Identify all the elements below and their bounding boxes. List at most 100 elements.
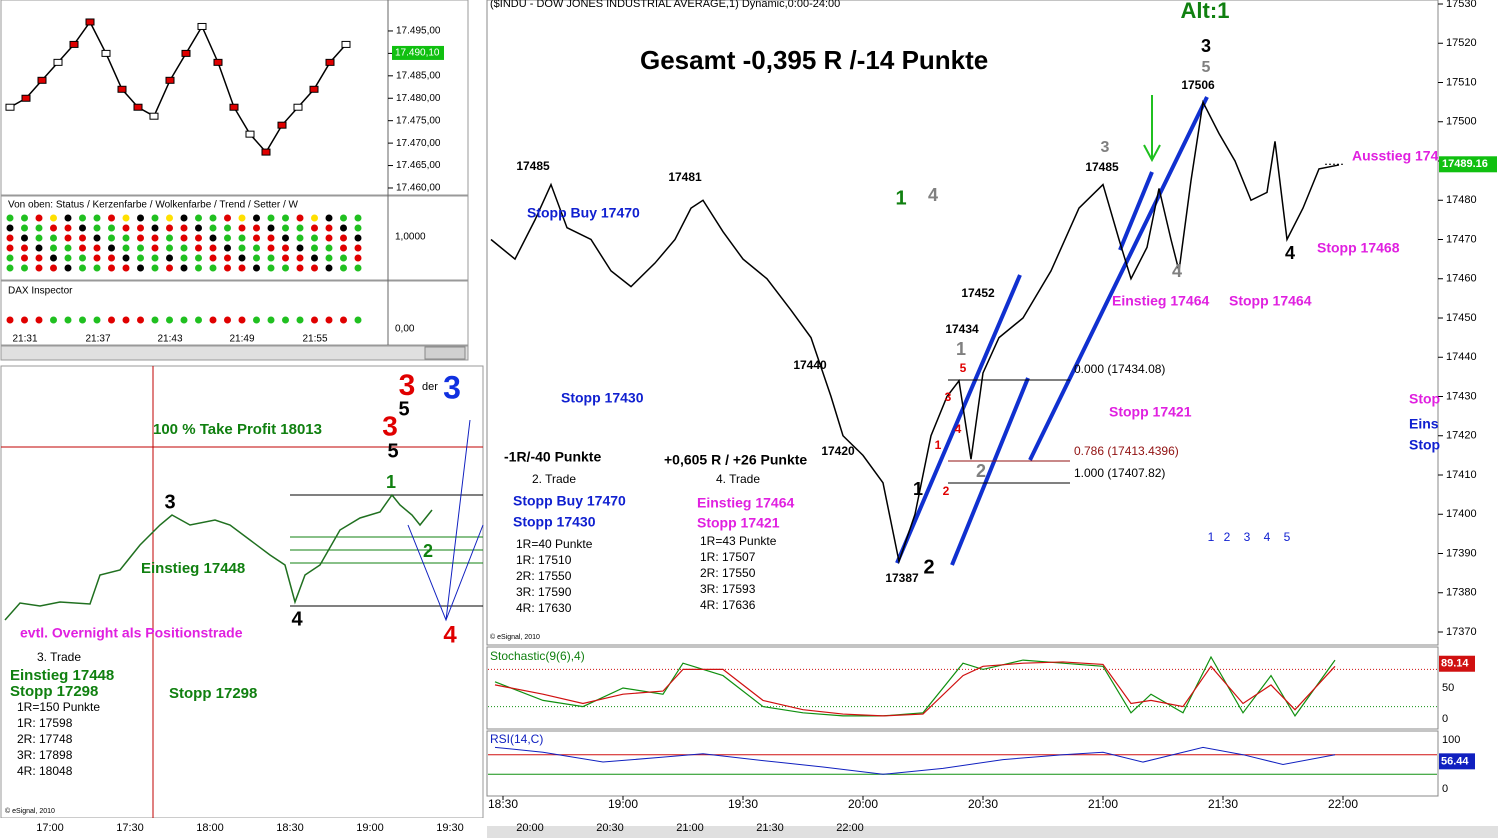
annotation: 3 bbox=[945, 390, 952, 404]
status-dot bbox=[253, 234, 260, 242]
status-dot bbox=[224, 244, 231, 252]
candle bbox=[213, 58, 223, 66]
candle bbox=[181, 49, 191, 57]
annotation: 2 bbox=[1224, 530, 1231, 544]
rsi-line bbox=[494, 746, 1336, 775]
status-dot bbox=[93, 224, 101, 232]
status-dot bbox=[311, 234, 318, 242]
status-dot bbox=[209, 244, 217, 252]
channel-line bbox=[895, 274, 1022, 564]
annotation: 2R: 17748 bbox=[17, 732, 73, 746]
status-dot bbox=[6, 244, 14, 252]
status-dot bbox=[238, 254, 246, 262]
status-dot bbox=[209, 224, 217, 232]
stochastic-line bbox=[494, 655, 1336, 717]
candle bbox=[293, 103, 303, 111]
panel-title: DAX Inspector bbox=[8, 286, 73, 297]
indicator-title: RSI(14,C) bbox=[490, 732, 543, 746]
annotation: -1R/-40 Punkte bbox=[504, 449, 601, 465]
candle bbox=[341, 40, 351, 48]
status-dot bbox=[151, 264, 159, 272]
status-dot bbox=[50, 224, 57, 232]
candle bbox=[149, 112, 159, 120]
status-dot bbox=[137, 264, 144, 272]
y-tick-label: 17.475,00 bbox=[396, 115, 441, 126]
x-tick-label: 21:00 bbox=[676, 822, 704, 834]
annotation: Stop bbox=[1409, 437, 1440, 453]
y-tick-label: 17520 bbox=[1446, 37, 1477, 49]
annotation: 2 bbox=[923, 556, 934, 578]
status-dot bbox=[195, 264, 202, 272]
top-left-frame bbox=[0, 0, 469, 196]
y-tick-label: 17410 bbox=[1446, 469, 1477, 481]
annotation: Stopp 17421 bbox=[1109, 404, 1192, 420]
status-dot bbox=[282, 224, 289, 232]
status-dot bbox=[21, 214, 28, 222]
annotation: 1 bbox=[913, 479, 923, 499]
status-dot bbox=[35, 244, 43, 252]
x-tick-label: 21:31 bbox=[12, 334, 37, 345]
status-dot bbox=[50, 264, 57, 272]
scrollbar[interactable] bbox=[0, 345, 469, 361]
annotation: Stop bbox=[1409, 391, 1440, 407]
x-tick-label: 20:00 bbox=[848, 797, 878, 811]
annotation: 1R: 17507 bbox=[700, 550, 756, 564]
x-tick-label: 21:55 bbox=[302, 334, 327, 345]
channel-line bbox=[1028, 96, 1209, 461]
status-dot bbox=[340, 214, 347, 222]
candle bbox=[229, 103, 239, 111]
inspector-dot bbox=[79, 316, 86, 324]
annotation: 17506 bbox=[1181, 78, 1215, 92]
status-dot bbox=[108, 264, 115, 272]
x-tick-label: 22:00 bbox=[836, 822, 864, 834]
candle bbox=[197, 22, 207, 30]
annotation: 3 bbox=[382, 410, 398, 441]
status-dot bbox=[137, 244, 144, 252]
y-tick-label: 17380 bbox=[1446, 587, 1477, 599]
annotation: Alt:1 bbox=[1181, 0, 1230, 23]
panel-title: Von oben: Status / Kerzenfarbe / Wolkenf… bbox=[8, 200, 299, 211]
inspector-dot bbox=[296, 316, 304, 324]
status-dot bbox=[64, 214, 72, 222]
candle bbox=[309, 85, 319, 93]
status-dot bbox=[108, 234, 115, 242]
status-dot bbox=[340, 224, 347, 232]
status-dot bbox=[64, 244, 72, 252]
y-tick-label: 50 bbox=[1442, 682, 1454, 694]
x-tick-label: 19:30 bbox=[436, 822, 464, 834]
annotation: 1 bbox=[386, 472, 396, 492]
annotation: Einstieg 17464 bbox=[697, 495, 794, 511]
inspector-dot bbox=[354, 316, 362, 324]
status-dot bbox=[180, 254, 188, 262]
annotation: Ausstieg 174 bbox=[1352, 148, 1439, 164]
x-tick-label: 18:00 bbox=[196, 822, 224, 834]
annotation: 1.000 (17407.82) bbox=[1074, 466, 1165, 480]
annotation: 5 bbox=[387, 440, 398, 462]
inspector-dot bbox=[209, 316, 217, 324]
scroll-buttons[interactable] bbox=[424, 346, 466, 360]
copyright: © eSignal, 2010 bbox=[490, 633, 540, 641]
status-dot bbox=[354, 244, 362, 252]
status-dot bbox=[340, 264, 347, 272]
price-label: 17489.16 bbox=[1442, 158, 1488, 170]
status-dot bbox=[6, 224, 14, 232]
annotation: 1R=40 Punkte bbox=[516, 537, 593, 551]
status-dot bbox=[151, 254, 159, 262]
annotation: Stopp 17468 bbox=[1317, 240, 1400, 256]
status-dot bbox=[35, 264, 43, 272]
status-dot bbox=[325, 264, 333, 272]
status-dot bbox=[325, 214, 333, 222]
status-dot bbox=[253, 254, 260, 262]
annotation: 4 bbox=[928, 185, 938, 205]
panel-tick: 0,00 bbox=[395, 324, 415, 335]
status-dot bbox=[64, 224, 72, 232]
annotation: 3 bbox=[1201, 36, 1211, 56]
annotation: 5 bbox=[398, 398, 409, 420]
annotation: 4 bbox=[955, 422, 962, 436]
status-dot bbox=[340, 254, 347, 262]
inspector-dot bbox=[325, 316, 333, 324]
x-tick-label: 19:00 bbox=[608, 797, 638, 811]
candle bbox=[261, 148, 271, 156]
